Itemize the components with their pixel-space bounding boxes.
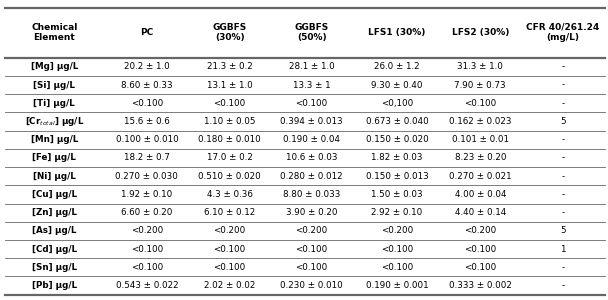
Text: 21.3 ± 0.2: 21.3 ± 0.2 [207,62,252,71]
Text: 4.00 ± 0.04: 4.00 ± 0.04 [455,190,506,199]
Text: <0.100: <0.100 [295,244,328,253]
Text: <0.100: <0.100 [213,263,246,272]
Text: [As] μg/L: [As] μg/L [32,226,77,235]
Text: 18.2 ± 0.7: 18.2 ± 0.7 [124,154,170,163]
Text: <0.100: <0.100 [381,244,413,253]
Text: <0.200: <0.200 [464,226,496,235]
Text: 8.80 ± 0.033: 8.80 ± 0.033 [283,190,340,199]
Text: 5: 5 [560,117,566,126]
Text: LFS2 (30%): LFS2 (30%) [452,28,509,37]
Text: <0.100: <0.100 [464,263,496,272]
Text: -: - [561,135,564,144]
Text: 0.150 ± 0.013: 0.150 ± 0.013 [365,172,428,181]
Text: 17.0 ± 0.2: 17.0 ± 0.2 [207,154,252,163]
Text: CFR 40/261.24
(mg/L): CFR 40/261.24 (mg/L) [527,23,599,43]
Text: [Mg] μg/L: [Mg] μg/L [30,62,78,71]
Text: 13.1 ± 1.0: 13.1 ± 1.0 [207,81,252,90]
Text: [Pb] μg/L: [Pb] μg/L [32,281,77,290]
Text: 0.673 ± 0.040: 0.673 ± 0.040 [365,117,428,126]
Text: <0.100: <0.100 [295,99,328,108]
Text: [Fe] μg/L: [Fe] μg/L [32,154,76,163]
Text: LFS1 (30%): LFS1 (30%) [368,28,426,37]
Text: 1: 1 [560,244,565,253]
Text: <0.200: <0.200 [295,226,328,235]
Text: [Cr$_{total}$] μg/L: [Cr$_{total}$] μg/L [24,115,84,128]
Text: -: - [561,99,564,108]
Text: 4.3 ± 0.36: 4.3 ± 0.36 [207,190,252,199]
Text: <0.100: <0.100 [295,263,328,272]
Text: GGBFS
(50%): GGBFS (50%) [294,23,329,43]
Text: 0.162 ± 0.023: 0.162 ± 0.023 [449,117,511,126]
Text: <0.200: <0.200 [381,226,413,235]
Text: <0.100: <0.100 [464,99,496,108]
Text: <0,100: <0,100 [381,99,413,108]
Text: -: - [561,281,564,290]
Text: 26.0 ± 1.2: 26.0 ± 1.2 [374,62,420,71]
Text: <0.100: <0.100 [131,244,163,253]
Text: [Cd] μg/L: [Cd] μg/L [32,244,77,253]
Text: 0.101 ± 0.01: 0.101 ± 0.01 [452,135,509,144]
Text: PC: PC [140,28,153,37]
Text: 5: 5 [560,226,566,235]
Text: 0.333 ± 0.002: 0.333 ± 0.002 [449,281,512,290]
Text: <0.100: <0.100 [381,263,413,272]
Text: 31.3 ± 1.0: 31.3 ± 1.0 [457,62,503,71]
Text: [Cu] μg/L: [Cu] μg/L [32,190,77,199]
Text: 6.60 ± 0.20: 6.60 ± 0.20 [121,208,173,217]
Text: 2.02 ± 0.02: 2.02 ± 0.02 [204,281,255,290]
Text: -: - [561,81,564,90]
Text: 1.92 ± 0.10: 1.92 ± 0.10 [121,190,173,199]
Text: 0.190 ± 0.04: 0.190 ± 0.04 [283,135,340,144]
Text: 0.270 ± 0.030: 0.270 ± 0.030 [116,172,178,181]
Text: 10.6 ± 0.03: 10.6 ± 0.03 [286,154,337,163]
Text: <0.100: <0.100 [213,99,246,108]
Text: 0.280 ± 0.012: 0.280 ± 0.012 [280,172,343,181]
Text: 7.90 ± 0.73: 7.90 ± 0.73 [454,81,506,90]
Text: [Sn] μg/L: [Sn] μg/L [32,263,77,272]
Text: 0.190 ± 0.001: 0.190 ± 0.001 [365,281,428,290]
Text: 13.3 ± 1: 13.3 ± 1 [293,81,330,90]
Text: [Si] μg/L: [Si] μg/L [33,81,75,90]
Text: 0.150 ± 0.020: 0.150 ± 0.020 [365,135,428,144]
Text: GGBFS
(30%): GGBFS (30%) [212,23,247,43]
Text: -: - [561,190,564,199]
Text: [Mn] μg/L: [Mn] μg/L [30,135,78,144]
Text: 20.2 ± 1.0: 20.2 ± 1.0 [124,62,170,71]
Text: <0.100: <0.100 [131,263,163,272]
Text: [Zn] μg/L: [Zn] μg/L [32,208,77,217]
Text: 15.6 ± 0.6: 15.6 ± 0.6 [124,117,170,126]
Text: -: - [561,62,564,71]
Text: <0.100: <0.100 [213,244,246,253]
Text: 9.30 ± 0.40: 9.30 ± 0.40 [371,81,423,90]
Text: 0.230 ± 0.010: 0.230 ± 0.010 [280,281,343,290]
Text: -: - [561,154,564,163]
Text: 0.270 ± 0.021: 0.270 ± 0.021 [449,172,511,181]
Text: 3.90 ± 0.20: 3.90 ± 0.20 [286,208,337,217]
Text: [Ti] μg/L: [Ti] μg/L [33,99,75,108]
Text: 1.10 ± 0.05: 1.10 ± 0.05 [204,117,255,126]
Text: 1.82 ± 0.03: 1.82 ± 0.03 [371,154,423,163]
Text: 8.60 ± 0.33: 8.60 ± 0.33 [121,81,173,90]
Text: 4.40 ± 0.14: 4.40 ± 0.14 [455,208,506,217]
Text: <0.200: <0.200 [131,226,163,235]
Text: 2.92 ± 0.10: 2.92 ± 0.10 [371,208,423,217]
Text: -: - [561,208,564,217]
Text: 1.50 ± 0.03: 1.50 ± 0.03 [371,190,423,199]
Text: 0.510 ± 0.020: 0.510 ± 0.020 [198,172,261,181]
Text: 8.23 ± 0.20: 8.23 ± 0.20 [455,154,506,163]
Text: 0.100 ± 0.010: 0.100 ± 0.010 [116,135,178,144]
Text: -: - [561,172,564,181]
Text: 0.180 ± 0.010: 0.180 ± 0.010 [198,135,261,144]
Text: 6.10 ± 0.12: 6.10 ± 0.12 [204,208,255,217]
Text: <0.100: <0.100 [464,244,496,253]
Text: <0.100: <0.100 [131,99,163,108]
Text: Chemical
Element: Chemical Element [31,23,77,43]
Text: -: - [561,263,564,272]
Text: [Ni] μg/L: [Ni] μg/L [33,172,75,181]
Text: <0.200: <0.200 [213,226,246,235]
Text: 28.1 ± 1.0: 28.1 ± 1.0 [289,62,334,71]
Text: 0.543 ± 0.022: 0.543 ± 0.022 [116,281,178,290]
Text: 0.394 ± 0.013: 0.394 ± 0.013 [280,117,343,126]
